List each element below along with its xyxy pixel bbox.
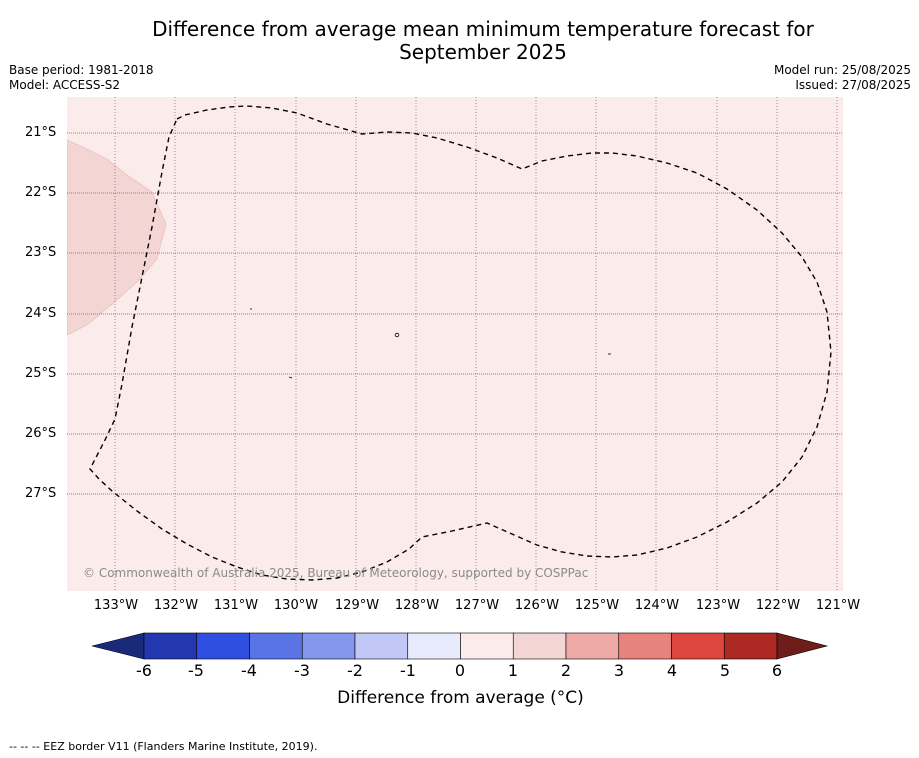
lon-label-121w: 121°W [815, 598, 861, 613]
meridian-gridlines [114, 97, 838, 591]
title-line-1: Difference from average mean minimum tem… [152, 17, 814, 41]
lat-label-24s: 24°S [25, 306, 57, 321]
colorbar-tick-5: 5 [719, 661, 731, 680]
colorbar-extend-high [776, 632, 829, 660]
colorbar-tick-neg2: -2 [347, 661, 363, 680]
colorbar-tick-3: 3 [613, 661, 625, 680]
lon-label-131w: 131°W [213, 598, 259, 613]
colorbar-bin [618, 632, 672, 660]
island-outlines [250, 308, 611, 379]
anomaly-patch-1-to-2 [67, 139, 167, 336]
lon-label-127w: 127°W [454, 598, 500, 613]
lat-label-21s: 21°S [25, 125, 57, 140]
colorbar-bin [460, 632, 514, 660]
lat-label-22s: 22°S [25, 185, 57, 200]
map-svg [67, 97, 843, 591]
lat-label-23s: 23°S [25, 245, 57, 260]
colorbar-tick-6: 6 [771, 661, 783, 680]
lat-label-27s: 27°S [25, 486, 57, 501]
colorbar-tick-4: 4 [666, 661, 678, 680]
colorbar-bin [407, 632, 461, 660]
colorbar-tick-2: 2 [560, 661, 572, 680]
lon-label-133w: 133°W [93, 598, 139, 613]
lon-label-132w: 132°W [153, 598, 199, 613]
meta-left: Base period: 1981-2018 Model: ACCESS-S2 [9, 63, 154, 93]
lon-label-122w: 122°W [755, 598, 801, 613]
parallel-gridlines [67, 132, 843, 495]
copyright-notice: © Commonwealth of Australia 2025, Bureau… [83, 566, 589, 580]
colorbar-bin [196, 632, 250, 660]
lon-label-124w: 124°W [634, 598, 680, 613]
colorbar-bin [301, 632, 356, 660]
colorbar-tick-neg5: -5 [188, 661, 204, 680]
colorbar-bin [671, 632, 725, 660]
issued-date: Issued: 27/08/2025 [795, 78, 911, 92]
colorbar-bin [565, 632, 620, 660]
eez-border [89, 105, 832, 581]
lat-label-26s: 26°S [25, 426, 57, 441]
lon-label-123w: 123°W [695, 598, 741, 613]
model-name: Model: ACCESS-S2 [9, 78, 121, 92]
lon-label-126w: 126°W [514, 598, 560, 613]
base-period: Base period: 1981-2018 [9, 63, 154, 77]
lon-label-129w: 129°W [334, 598, 380, 613]
eez-footnote: -- -- -- EEZ border V11 (Flanders Marine… [9, 740, 318, 753]
lat-label-25s: 25°S [25, 366, 57, 381]
lon-label-125w: 125°W [574, 598, 620, 613]
title-line-2: September 2025 [399, 40, 567, 64]
colorbar-bin [512, 632, 567, 660]
lon-label-130w: 130°W [273, 598, 319, 613]
colorbar-extend-low [91, 632, 145, 660]
lon-label-128w: 128°W [394, 598, 440, 613]
colorbar-tick-1: 1 [507, 661, 519, 680]
colorbar-tick-0: 0 [454, 661, 466, 680]
colorbar-tick-neg4: -4 [241, 661, 257, 680]
meta-right: Model run: 25/08/2025 Issued: 27/08/2025 [774, 63, 911, 93]
colorbar-label: Difference from average (°C) [337, 688, 584, 708]
model-run: Model run: 25/08/2025 [773, 63, 911, 77]
colorbar-bin [249, 632, 303, 660]
colorbar-tick-neg3: -3 [294, 661, 310, 680]
colorbar-bin [723, 632, 778, 660]
colorbar-bin [143, 632, 198, 660]
map-panel: © Commonwealth of Australia 2025, Bureau… [67, 97, 843, 591]
colorbar-tick-neg1: -1 [400, 661, 416, 680]
colorbar-segments [91, 632, 829, 660]
colorbar-bin [354, 632, 409, 660]
colorbar-tick-neg6: -6 [136, 661, 152, 680]
chart-title: Difference from average mean minimum tem… [0, 18, 919, 64]
